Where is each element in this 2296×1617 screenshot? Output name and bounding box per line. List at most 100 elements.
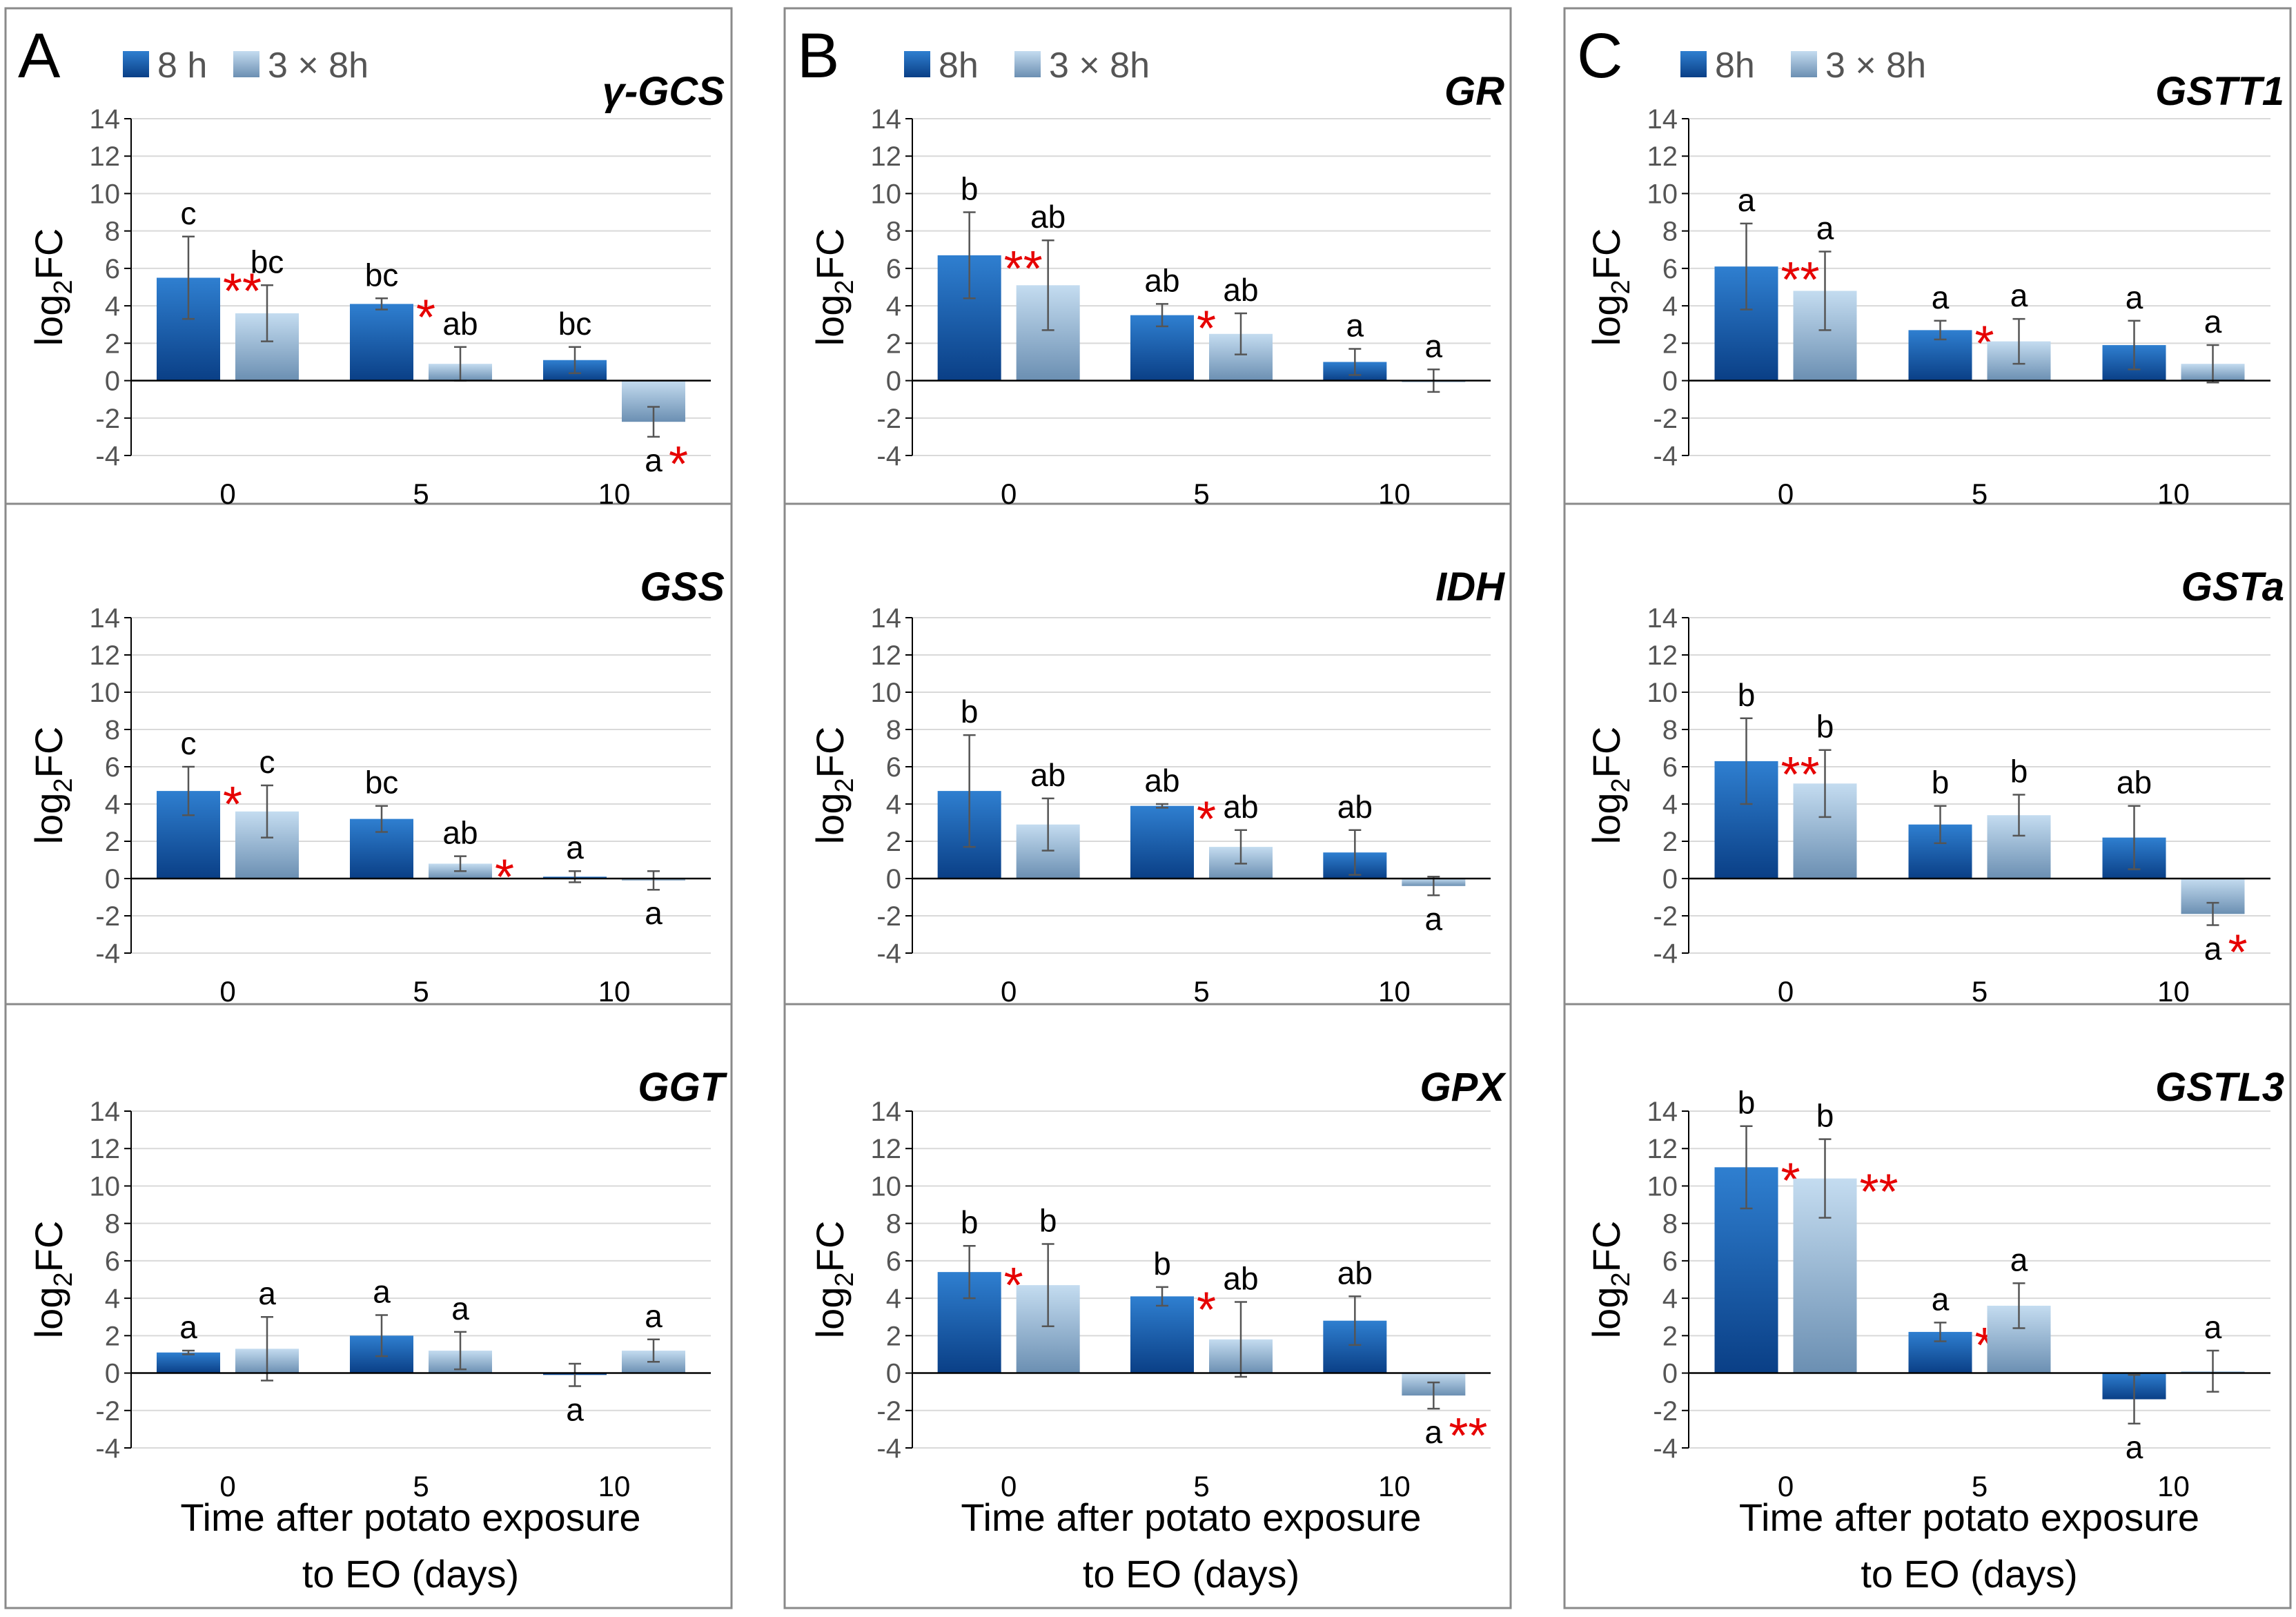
legend-swatch-8h	[904, 51, 930, 77]
significance-letter: a	[645, 442, 663, 478]
y-tick-label: -2	[95, 901, 120, 932]
y-tick-label: 10	[90, 179, 121, 209]
significance-letter: a	[373, 1274, 391, 1310]
panel-letter: B	[797, 21, 839, 91]
y-tick-label: 6	[105, 1246, 120, 1277]
y-tick-label: 4	[1662, 790, 1678, 820]
x-tick-label: 5	[413, 478, 429, 510]
y-tick-label: 0	[1662, 366, 1678, 397]
significance-letter: b	[2010, 754, 2028, 790]
y-axis-label-tail: FC	[27, 228, 70, 280]
significance-letter: a	[645, 895, 663, 931]
legend-swatch-3x8h	[1014, 51, 1041, 77]
x-axis-title-line2: to EO (days)	[302, 1552, 519, 1596]
y-tick-label: 8	[886, 715, 901, 745]
y-tick-label: 12	[1647, 1134, 1678, 1164]
y-tick-label: -4	[876, 939, 901, 969]
significance-letter: a	[1932, 280, 1950, 315]
y-tick-label: 12	[1647, 141, 1678, 172]
y-tick-label: 10	[1647, 678, 1678, 708]
legend-swatch-3x8h	[1791, 51, 1817, 77]
y-axis-label-tail: FC	[1584, 1221, 1628, 1273]
x-tick-label: 5	[413, 975, 429, 1008]
x-tick-label: 0	[1778, 975, 1794, 1008]
y-tick-label: 12	[90, 640, 121, 671]
y-tick-label: 10	[1647, 179, 1678, 209]
y-tick-label: -4	[876, 1433, 901, 1464]
y-tick-label: 6	[886, 254, 901, 284]
significance-letter: bc	[251, 244, 284, 280]
x-tick-label: 10	[1378, 478, 1411, 510]
x-tick-label: 0	[219, 478, 235, 510]
y-axis-label-sub: 2	[49, 280, 78, 294]
significance-letter: c	[259, 744, 275, 780]
y-axis-label-tail: FC	[1584, 228, 1628, 280]
y-axis-label-main: log	[27, 793, 70, 845]
panel-letter: C	[1577, 21, 1622, 91]
y-axis-label: log2FC	[27, 1221, 78, 1339]
y-tick-label: 8	[105, 217, 120, 247]
y-tick-label: -4	[876, 441, 901, 471]
y-tick-label: -4	[95, 1433, 120, 1464]
y-axis-label-tail: FC	[808, 727, 852, 778]
x-tick-label: 0	[1001, 1470, 1017, 1502]
legend-swatch-3x8h	[233, 51, 259, 77]
y-tick-label: 14	[90, 603, 121, 634]
significance-stars: *	[2228, 925, 2248, 981]
significance-letter: a	[2126, 280, 2143, 315]
x-axis-title-line1: Time after potato exposure	[1739, 1496, 2199, 1539]
significance-letter: a	[1738, 182, 1756, 218]
y-tick-label: 4	[105, 291, 120, 322]
y-tick-label: 2	[886, 827, 901, 857]
significance-letter: a	[1932, 1281, 1950, 1317]
y-tick-label: 12	[90, 141, 121, 172]
chart-title: γ-GCS	[602, 69, 725, 114]
y-tick-label: 8	[105, 715, 120, 745]
y-tick-label: 10	[871, 179, 902, 209]
significance-letter: b	[1738, 677, 1756, 713]
significance-letter: b	[1039, 1202, 1057, 1238]
significance-stars: **	[223, 264, 262, 319]
y-tick-label: 6	[1662, 752, 1678, 783]
x-tick-label: 10	[598, 1470, 631, 1502]
chart-title: GR	[1444, 69, 1504, 114]
significance-letter: ab	[1030, 199, 1066, 235]
significance-letter: b	[1738, 1085, 1756, 1121]
y-axis-label-main: log	[1584, 295, 1628, 346]
significance-letter: c	[181, 195, 197, 231]
y-tick-label: 4	[105, 1284, 120, 1314]
significance-letter: a	[2010, 277, 2028, 313]
y-tick-label: -4	[1653, 1433, 1678, 1464]
y-tick-label: 6	[105, 752, 120, 783]
significance-letter: a	[1425, 1414, 1443, 1450]
significance-letter: ab	[1223, 1261, 1258, 1297]
y-axis-label: log2FC	[27, 727, 78, 845]
y-tick-label: 14	[871, 104, 902, 135]
y-tick-label: 10	[90, 1171, 121, 1202]
significance-letter: b	[1932, 765, 1950, 801]
y-axis-label-main: log	[808, 295, 852, 346]
chart-title: IDH	[1435, 565, 1505, 609]
y-axis-label: log2FC	[1584, 1221, 1636, 1339]
significance-stars: *	[495, 850, 514, 905]
y-tick-label: 4	[105, 790, 120, 820]
legend-label: 8h	[1715, 46, 1755, 86]
x-tick-label: 10	[2157, 1470, 2190, 1502]
significance-letter: a	[2204, 1309, 2222, 1345]
y-axis-label-main: log	[808, 1287, 852, 1339]
significance-letter: a	[566, 830, 584, 865]
x-tick-label: 0	[1778, 1470, 1794, 1502]
y-axis-label: log2FC	[27, 228, 78, 346]
significance-letter: a	[1346, 307, 1364, 343]
y-tick-label: 8	[1662, 1209, 1678, 1239]
y-tick-label: 12	[90, 1134, 121, 1164]
significance-letter: ab	[1223, 272, 1258, 308]
legend-label: 3 × 8h	[268, 46, 369, 86]
y-tick-label: 6	[1662, 254, 1678, 284]
legend-label: 3 × 8h	[1049, 46, 1150, 86]
y-tick-label: 2	[886, 329, 901, 359]
y-axis-label: log2FC	[1584, 727, 1636, 845]
